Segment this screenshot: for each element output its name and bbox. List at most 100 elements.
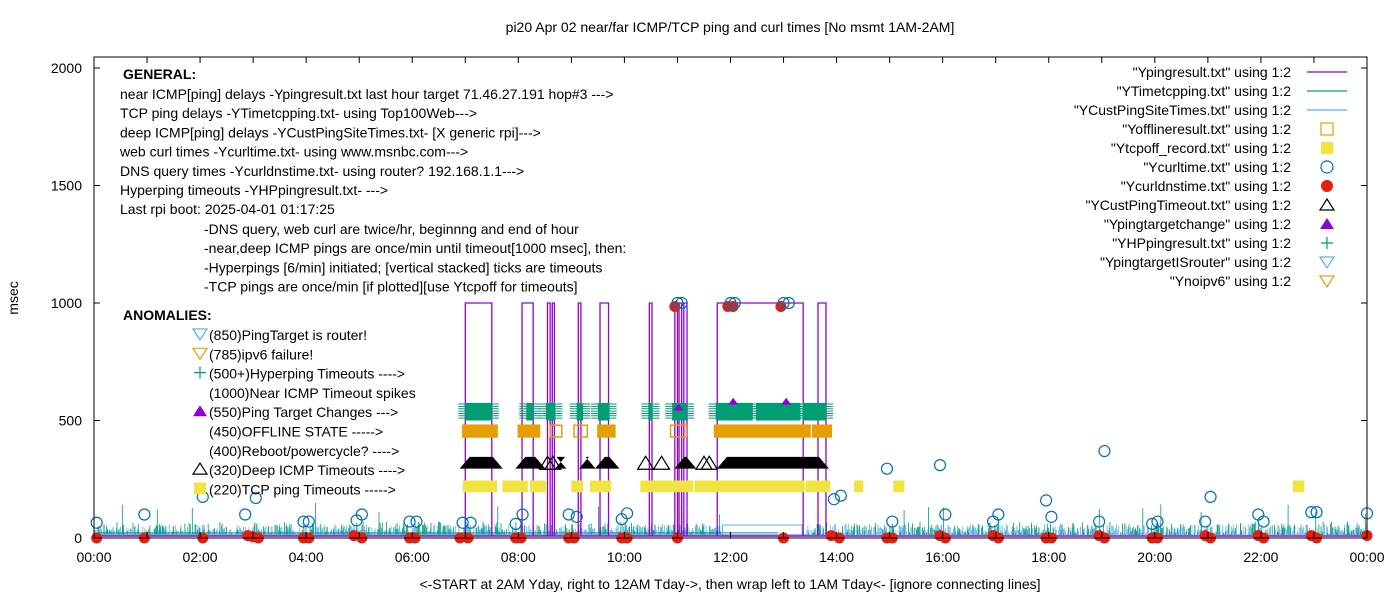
hyperping-timeout-block	[597, 402, 610, 421]
legend-entry-plus-icon	[1321, 237, 1333, 249]
web-curl-point	[249, 491, 262, 505]
hyperping-timeout-ticks	[569, 403, 591, 419]
web-curl-point	[509, 517, 522, 531]
legend-entry-label: "Ytcpoff_record.txt" using 1:2	[1111, 140, 1291, 156]
general-line: DNS query times -Ycurldnstime.txt- using…	[120, 163, 524, 179]
general-line: web curl times -Ycurltime.txt- using www…	[119, 144, 468, 160]
web-curl-point	[1204, 490, 1217, 503]
tcp-ping-timeout-block	[502, 480, 528, 493]
offline-state-block	[669, 424, 688, 438]
legend-entry-open-down-triangle-icon	[1318, 256, 1336, 270]
tcp-ping-timeout-block	[694, 480, 805, 493]
deep-icmp-delay-series	[94, 523, 1368, 536]
hyperping-timeout-block	[576, 402, 584, 421]
web-curl-point	[297, 515, 310, 528]
web-curl-point	[1252, 508, 1265, 521]
tcp-ping-timeout-block	[1292, 480, 1305, 493]
offline-state-block	[549, 424, 563, 438]
x-tick-label: 02:00	[183, 549, 218, 565]
tcp-ping-timeout-block	[589, 480, 612, 493]
anomaly-marker-open-down-triangle-icon	[191, 347, 209, 361]
ping-target-change-marker	[781, 397, 792, 405]
legend-entry-label: "Ypingresult.txt" using 1:2	[1133, 64, 1292, 80]
legend-entry-label: "YTimetcpping.txt" using 1:2	[1117, 83, 1292, 99]
baseline-noise-group	[94, 503, 1369, 537]
offline-state	[461, 424, 833, 438]
anomaly-line: (400)Reboot/powercycle? ---->	[209, 443, 399, 459]
offline-state-block	[573, 424, 589, 438]
web-curl-point	[1199, 515, 1212, 528]
web-curl-point	[1151, 515, 1164, 528]
x-tick-label: 00:00	[76, 549, 111, 565]
general-line: near ICMP[ping] delays -Ypingresult.txt …	[120, 86, 614, 102]
deep-icmp-timeout-marker	[543, 455, 562, 470]
web-curl-point	[456, 516, 469, 529]
y-tick-label: 2000	[51, 60, 82, 76]
legend-entry-label: "Yofflineresult.txt" using 1:2	[1122, 121, 1291, 137]
deep-icmp-timeout-block	[716, 456, 829, 469]
legend-entry-label: "Ypingtargetchange" using 1:2	[1104, 216, 1291, 232]
offline-state-block	[517, 424, 541, 438]
legend-entry-label: "YHPpingresult.txt" using 1:2	[1112, 235, 1291, 251]
x-tick-label: 16:00	[925, 549, 960, 565]
tcp-ping-timeout-block	[640, 480, 694, 493]
web-curl-point	[986, 515, 1000, 528]
note-line: -Hyperpings [6/min] initiated; [vertical…	[204, 259, 602, 275]
dns-query-point	[669, 301, 681, 313]
legend-entry-open-triangle-icon	[1318, 197, 1336, 211]
tcp-ping-timeouts	[462, 480, 1305, 493]
hyperping-timeout-block	[465, 402, 492, 421]
general-line: Hyperping timeouts -YHPpingresult.txt- -…	[120, 182, 388, 198]
x-axis-label: <-START at 2AM Yday, right to 12AM Tday-…	[419, 576, 1040, 592]
tcp-ping-timeout-block	[530, 480, 546, 493]
web-curl-point	[1310, 506, 1323, 519]
deep-icmp-timeout-block	[674, 456, 697, 469]
offline-state-block	[811, 424, 833, 438]
legend-entry-label: "Ycurltime.txt" using 1:2	[1143, 159, 1291, 175]
web-curl-point	[671, 296, 684, 310]
web-curl-point	[1257, 515, 1270, 528]
deep-icmp-timeout-block	[459, 456, 503, 469]
general-line: deep ICMP[ping] delays -YCustPingSiteTim…	[120, 124, 541, 140]
x-tick-label: 14:00	[819, 549, 854, 565]
web-curl-point	[1045, 510, 1058, 523]
legend-entry-label: "YpingtargetISrouter" using 1:2	[1100, 254, 1291, 270]
ping-target-changes	[673, 397, 792, 411]
web-curl-point	[410, 515, 423, 528]
note-line: -DNS query, web curl are twice/hr, begin…	[204, 221, 579, 237]
tcp-ping-timeout-block	[462, 480, 498, 493]
legend-entry-label: "Ycurldnstime.txt" using 1:2	[1121, 178, 1291, 194]
deep-icmp-timeout-marker	[636, 455, 655, 470]
hyperping-timeout-ticks	[538, 403, 563, 419]
hyperping-timeout-ticks	[519, 403, 541, 419]
hyperping-timeout-block	[526, 402, 534, 421]
deep-icmp-timeout-marker	[652, 455, 671, 470]
tcp-ping-timeout-block	[571, 480, 584, 493]
web-curl-point	[355, 508, 368, 521]
deep-icmp-timeout-marker	[700, 455, 719, 470]
web-curl-point	[138, 508, 151, 521]
hyperping-timeout-block	[648, 402, 653, 421]
note-line: -near,deep ICMP pings are once/min until…	[204, 240, 626, 256]
ping-target-change-marker	[673, 403, 684, 411]
web-curl-point	[464, 516, 477, 529]
hyperping-timeout-block	[545, 402, 556, 421]
x-tick-label: 08:00	[501, 549, 536, 565]
legend-entry-label: "YCustPingSiteTimes.txt" using 1:2	[1074, 102, 1291, 118]
web-curl-point	[620, 507, 634, 520]
legend-entry-filled-square-icon	[1321, 142, 1333, 154]
web-curl-point	[992, 508, 1005, 521]
web-curl-point	[403, 515, 416, 528]
web-curl-point	[886, 515, 899, 528]
anomaly-line: (320)Deep ICMP Timeouts ---->	[209, 462, 405, 478]
hyperping-timeout-block	[715, 402, 753, 421]
note-line: -TCP pings are once/min [if plotted][use…	[204, 279, 578, 295]
web-curl-point	[834, 489, 847, 502]
hyperping-timeout-ticks	[795, 403, 833, 419]
anomaly-marker-open-down-triangle-icon	[191, 328, 209, 342]
anomaly-marker-filled-square-icon	[194, 482, 206, 495]
web-curl-point	[724, 296, 737, 310]
anomaly-line: (850)PingTarget is router!	[209, 327, 367, 343]
web-curl-point	[777, 296, 790, 310]
